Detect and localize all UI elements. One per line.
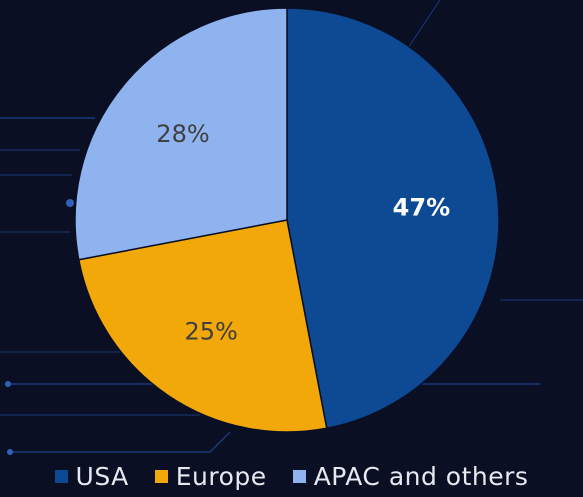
legend-swatch-usa [54,469,68,483]
pie-slice-europe [77,219,328,433]
legend-swatch-europe [154,469,168,483]
legend-item-apac: APAC and others [292,461,529,491]
legend-label-usa: USA [75,461,129,491]
pie-label-usa: 47% [393,193,450,221]
pie-slices [74,7,500,433]
pie-label-apac-and-others: 28% [156,120,209,148]
legend-swatch-apac [292,469,306,483]
pie-slice-usa [286,7,500,430]
decor-dot [66,199,74,207]
legend-label-europe: Europe [175,461,267,491]
legend: USA Europe APAC and others [0,458,583,494]
decor-line [209,431,231,453]
legend-item-usa: USA [54,461,129,491]
pie-slice-labels: 47% 25% 28% [156,120,450,346]
pie-label-europe: 25% [184,318,237,346]
decor-dot [5,381,11,387]
legend-label-apac: APAC and others [313,461,529,491]
legend-item-europe: Europe [154,461,267,491]
pie-slice-apac-and-others [74,7,288,261]
decor-dot [7,449,13,455]
